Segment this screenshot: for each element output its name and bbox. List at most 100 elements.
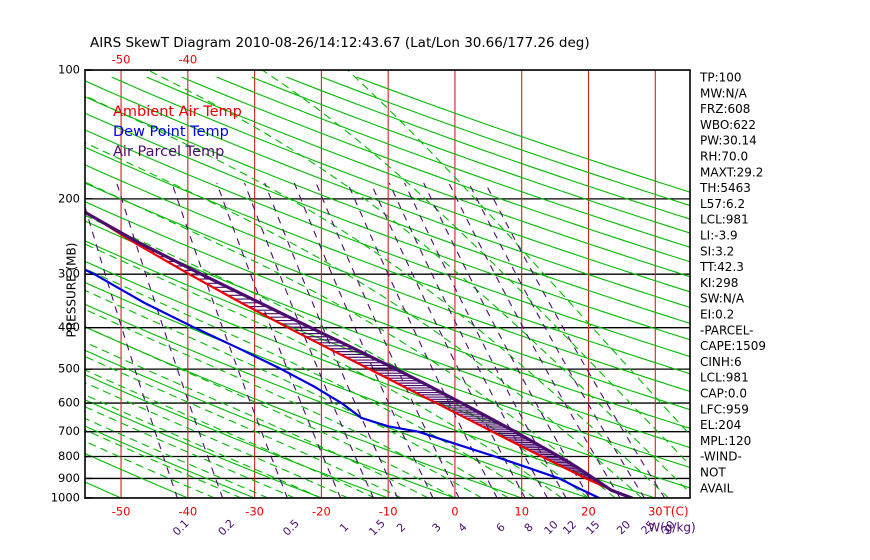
moist-adiabat-12 [85, 268, 536, 498]
bottom-temp-tick-30: 30 [648, 505, 663, 519]
index-8: L57:6.2 [700, 197, 745, 211]
bottom-temp-tick-0: 0 [451, 505, 458, 519]
index-10: LI:-3.9 [700, 229, 738, 243]
data-curves-layer [85, 210, 634, 498]
bottom-temp-tick--10: -10 [379, 505, 398, 519]
index-1: MW:N/A [700, 86, 748, 100]
mixing-ratio-1.5 [244, 182, 374, 498]
legend-layer: Ambient Air Temp Dew Point Temp Air Parc… [113, 104, 242, 160]
dry-adiabat-0 [85, 349, 456, 498]
curve-air-parcel-temp [85, 210, 634, 498]
dry-adiabat-140 [85, 80, 690, 309]
index-16: -PARCEL- [700, 323, 754, 337]
grid-layer [85, 70, 690, 498]
mixing-ratio-1 [216, 182, 342, 498]
moist-adiabat-4 [85, 308, 483, 498]
legend-parcel: Air Parcel Temp [113, 144, 224, 160]
page-title: AIRS SkewT Diagram 2010-08-26/14:12:43.6… [90, 35, 590, 51]
top-temp-tick--40: -40 [178, 53, 197, 67]
moist-adiabat-24 [85, 181, 616, 498]
mixing-ratio-15 [423, 182, 590, 498]
curve-dew-point-temp [85, 268, 601, 498]
dry-adiabat-150 [111, 76, 690, 293]
curve-ambient-air-temp [85, 210, 633, 498]
moist-adiabat--16 [85, 382, 349, 498]
dry-adiabat--40 [85, 452, 189, 498]
moist-adiabat-28 [85, 142, 643, 498]
x-axis-label-temp: T(C) [662, 505, 688, 519]
legend-dewpoint: Dew Point Temp [113, 124, 229, 140]
dry-adiabat--20 [85, 399, 322, 498]
dry-adiabat-120 [85, 112, 690, 341]
mixing-ratio-8 [370, 182, 526, 498]
index-7: TH:5463 [699, 181, 751, 195]
index-5: RH:70.0 [700, 150, 748, 164]
moist-adiabat-16 [85, 243, 563, 498]
moist-adiabat--8 [85, 355, 403, 498]
index-25: NOT [700, 466, 726, 480]
index-6: MAXT:29.2 [700, 165, 763, 179]
dry-adiabat-40 [85, 260, 690, 489]
pressure-tick-100: 100 [58, 63, 80, 77]
dry-adiabat-130 [85, 96, 690, 324]
dry-adiabat-90 [85, 164, 690, 393]
mixing-ratio-25 [468, 182, 645, 498]
index-26: AVAIL [700, 481, 734, 495]
bottom-temp-tick--20: -20 [312, 505, 331, 519]
index-15: EI:0.2 [700, 308, 734, 322]
dry-adiabat-20 [85, 303, 590, 498]
mixing-ratio-2 [264, 182, 399, 498]
mixing-ratio-20 [448, 182, 621, 498]
mixing-ratio-6 [347, 182, 498, 498]
bottom-temp-tick--30: -30 [245, 505, 264, 519]
index-14: SW:N/A [700, 292, 745, 306]
bottom-temp-tick--40: -40 [178, 505, 197, 519]
x-axis-label-mixing: W(g/kg) [648, 521, 695, 535]
moist-adiabat--12 [85, 369, 376, 498]
mixing-ratio-12 [404, 182, 567, 498]
dry-adiabat-70 [85, 201, 690, 429]
index-11: SI:3.2 [700, 244, 734, 258]
moist-adiabat-8 [85, 289, 509, 498]
index-12: TT:42.3 [699, 260, 744, 274]
index-2: FRZ:608 [700, 102, 750, 116]
bottom-temp-tick-20: 20 [581, 505, 596, 519]
bottom-temp-tick--50: -50 [112, 505, 131, 519]
index-21: LFC:959 [700, 402, 749, 416]
mixing-ratio-10 [388, 182, 549, 498]
index-18: CINH:6 [700, 355, 742, 369]
index-22: EL:204 [700, 418, 741, 432]
top-temp-tick--50: -50 [112, 53, 131, 67]
moist-adiabat-0 [85, 325, 456, 498]
dry-adiabat-180 [216, 76, 690, 248]
pressure-tick-500: 500 [58, 362, 80, 376]
mixing-ratio-0.5 [171, 182, 288, 498]
dry-adiabat-80 [85, 182, 690, 411]
mixing-ratio-0.2 [116, 182, 224, 498]
index-24: -WIND- [700, 450, 742, 464]
dry-adiabat-170 [181, 76, 690, 263]
pressure-tick-200: 200 [58, 191, 80, 205]
dry-adiabat--30 [85, 425, 256, 498]
pressure-tick-400: 400 [58, 320, 80, 334]
index-23: MPL:120 [700, 434, 751, 448]
mixing-ratio-30 [484, 182, 666, 498]
mixing-ratio-3 [293, 182, 434, 498]
index-17: CAPE:1509 [700, 339, 766, 353]
index-20: CAP:0.0 [700, 387, 747, 401]
pressure-tick-600: 600 [58, 396, 80, 410]
dry-adiabat-110 [85, 129, 690, 358]
dry-adiabat-160 [146, 76, 690, 278]
legend-ambient: Ambient Air Temp [113, 104, 242, 120]
pressure-tick-1000: 1000 [51, 491, 80, 505]
pressure-tick-300: 300 [58, 267, 80, 281]
moist-adiabat--4 [85, 341, 429, 498]
dry-adiabat-10 [85, 326, 523, 498]
pressure-tick-700: 700 [58, 424, 80, 438]
index-4: PW:30.14 [700, 134, 757, 148]
dry-adiabat-100 [85, 146, 690, 375]
pressure-tick-800: 800 [58, 449, 80, 463]
